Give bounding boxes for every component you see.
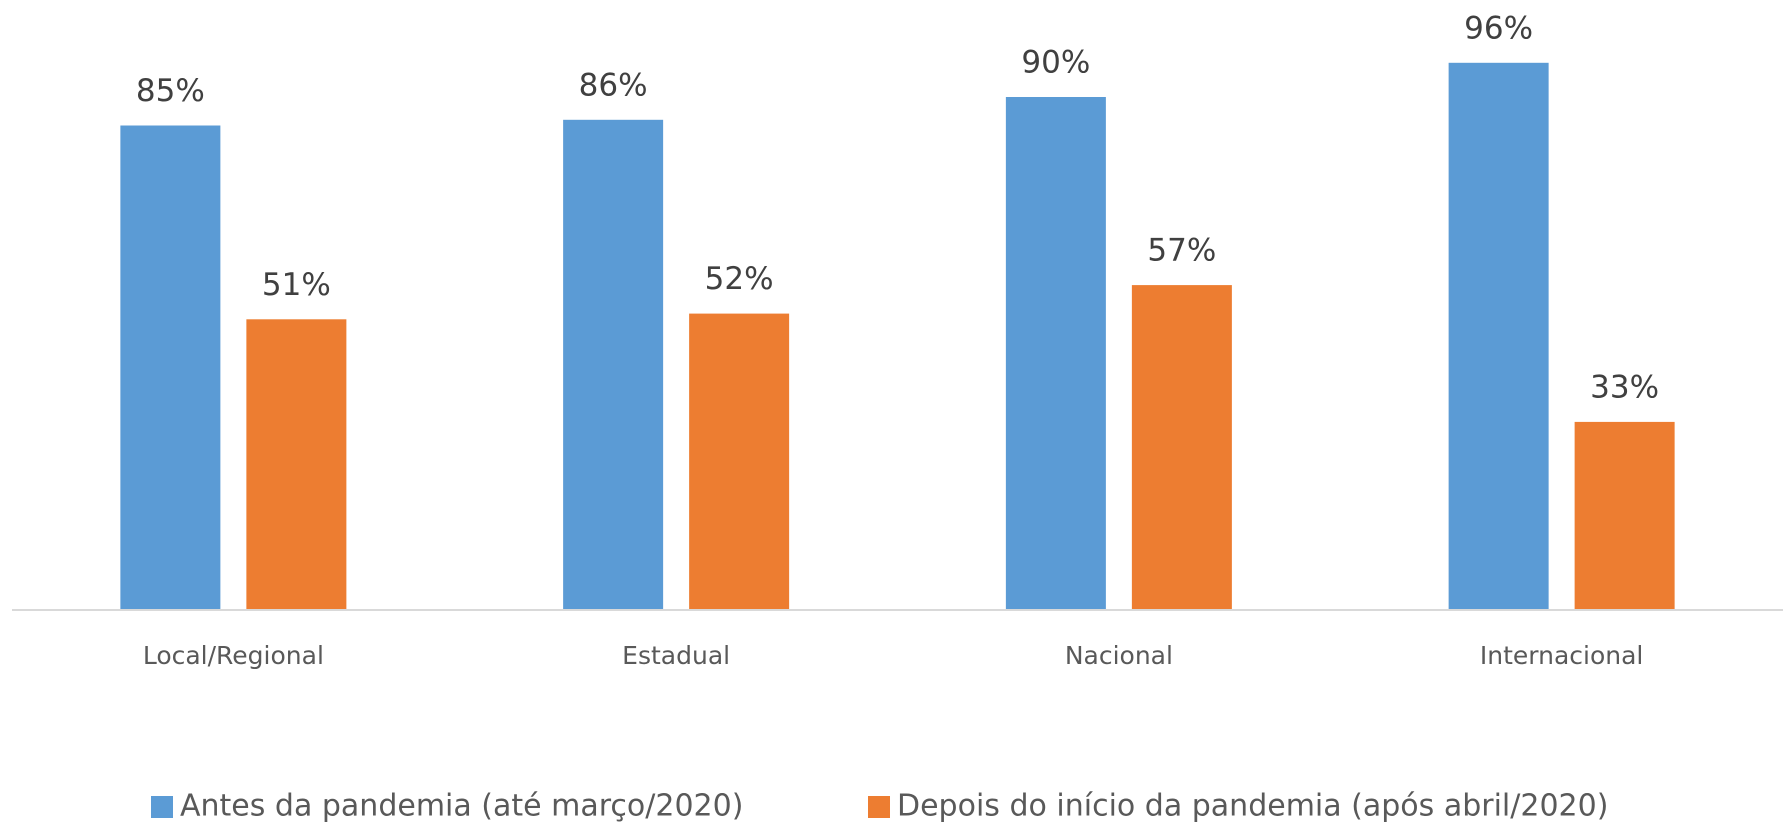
value-label: 52% (705, 261, 774, 297)
value-label: 86% (579, 67, 648, 103)
legend-label: Antes da pandemia (até março/2020) (180, 789, 743, 824)
bar (120, 125, 221, 610)
bar (1005, 97, 1106, 610)
bar (1131, 285, 1232, 610)
legend-label: Depois do início da pandemia (após abril… (897, 789, 1608, 824)
x-tick-label: Internacional (1480, 641, 1644, 670)
x-tick-label: Nacional (1065, 641, 1173, 670)
bar (689, 313, 790, 610)
legend-swatch (151, 796, 173, 818)
bar (1448, 62, 1549, 611)
bar (563, 119, 664, 611)
value-label: 57% (1147, 233, 1216, 269)
value-label: 33% (1590, 369, 1659, 405)
value-label: 51% (262, 267, 331, 303)
bar (1574, 421, 1675, 610)
legend-swatch (868, 796, 890, 818)
value-label: 90% (1021, 45, 1090, 81)
bar (246, 319, 347, 610)
value-label: 96% (1464, 10, 1533, 46)
x-tick-label: Local/Regional (143, 641, 324, 670)
value-label: 85% (136, 73, 205, 109)
x-tick-label: Estadual (622, 641, 730, 670)
